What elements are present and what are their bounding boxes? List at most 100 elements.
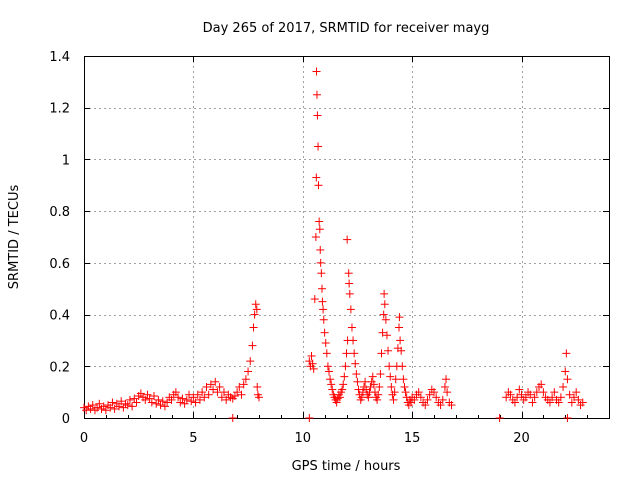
data-point [115, 402, 123, 411]
data-point [353, 377, 362, 386]
chart-title: Day 265 of 2017, SRMTID for receiver may… [203, 21, 490, 36]
data-point [556, 393, 565, 402]
data-point [338, 385, 347, 394]
data-point [385, 362, 394, 371]
data-point [311, 233, 320, 241]
data-point [341, 362, 350, 371]
data-point [315, 217, 324, 226]
data-point [563, 375, 572, 384]
data-point [312, 67, 321, 76]
data-point [432, 393, 441, 402]
data-point [390, 388, 399, 397]
axes [84, 56, 610, 419]
data-point [572, 388, 581, 397]
data-point [185, 390, 193, 399]
data-point [343, 235, 352, 244]
data-point [248, 341, 257, 350]
data-point [95, 399, 104, 408]
data-point [351, 359, 360, 368]
data-point [322, 349, 331, 358]
plot-frame [84, 56, 610, 419]
data-point [206, 380, 215, 389]
data-point [332, 398, 341, 407]
data-point [88, 401, 97, 410]
data-point [309, 364, 318, 373]
data-point [364, 393, 373, 402]
data-point [380, 300, 389, 309]
data-point [561, 367, 570, 376]
data-point [401, 388, 410, 397]
data-point [117, 397, 126, 406]
data-point [559, 382, 568, 391]
data-point [510, 398, 519, 407]
data-point [369, 380, 378, 389]
data-point [395, 313, 404, 322]
tick-labels: 0 5 10 15 20 0 0.2 0.4 0.6 0.8 1 1.2 1.4 [49, 50, 529, 446]
data-point [346, 305, 355, 314]
data-point [381, 315, 390, 324]
data-point [108, 398, 117, 407]
data-point [528, 398, 537, 407]
data-point [530, 393, 539, 402]
data-point [574, 395, 583, 404]
data-point [438, 395, 447, 404]
y-tick-label: 1 [62, 153, 70, 168]
data-point [305, 414, 314, 422]
x-tick-label: 20 [513, 431, 530, 446]
data-point [110, 404, 119, 413]
data-point [319, 315, 328, 324]
data-point [328, 385, 337, 394]
data-point [252, 305, 261, 314]
data-point [442, 375, 451, 384]
data-point [209, 385, 218, 394]
data-points [80, 67, 587, 422]
data-point [354, 385, 363, 394]
data-point [319, 305, 328, 314]
data-point [320, 328, 329, 337]
data-point [376, 370, 385, 379]
x-axis-label: GPS time / hours [292, 459, 401, 474]
data-point [318, 284, 326, 293]
data-point [578, 398, 587, 407]
data-point [171, 388, 180, 397]
data-point [548, 393, 557, 402]
data-point [123, 401, 132, 410]
data-point [377, 349, 386, 358]
data-point [220, 388, 228, 397]
data-point [312, 90, 321, 99]
y-tick-label: 0.2 [49, 360, 70, 375]
data-point [397, 346, 406, 355]
data-point [321, 339, 330, 348]
data-point [316, 258, 325, 267]
data-point [313, 111, 322, 120]
data-point [373, 395, 382, 404]
data-point [379, 310, 388, 319]
data-point [237, 390, 246, 399]
data-point [158, 397, 167, 406]
data-point [163, 398, 172, 407]
data-point [554, 398, 563, 407]
data-point [517, 390, 526, 399]
data-point [318, 297, 327, 306]
data-point [440, 382, 449, 391]
data-point [244, 367, 253, 376]
data-point [567, 398, 576, 407]
data-point [141, 395, 150, 404]
data-point [495, 414, 504, 422]
x-tick-label: 10 [294, 431, 311, 446]
data-point [178, 394, 187, 403]
y-tick-label: 0.8 [49, 205, 70, 220]
data-point [325, 367, 333, 376]
data-point [215, 382, 224, 391]
data-point [314, 181, 323, 190]
data-point [368, 372, 377, 381]
data-point [350, 349, 359, 358]
data-point [339, 380, 348, 389]
data-point [570, 393, 578, 402]
data-point [375, 382, 384, 391]
data-point [160, 402, 169, 411]
data-point [436, 401, 445, 410]
data-point [416, 393, 425, 402]
data-point [316, 245, 325, 254]
data-point [310, 295, 319, 304]
